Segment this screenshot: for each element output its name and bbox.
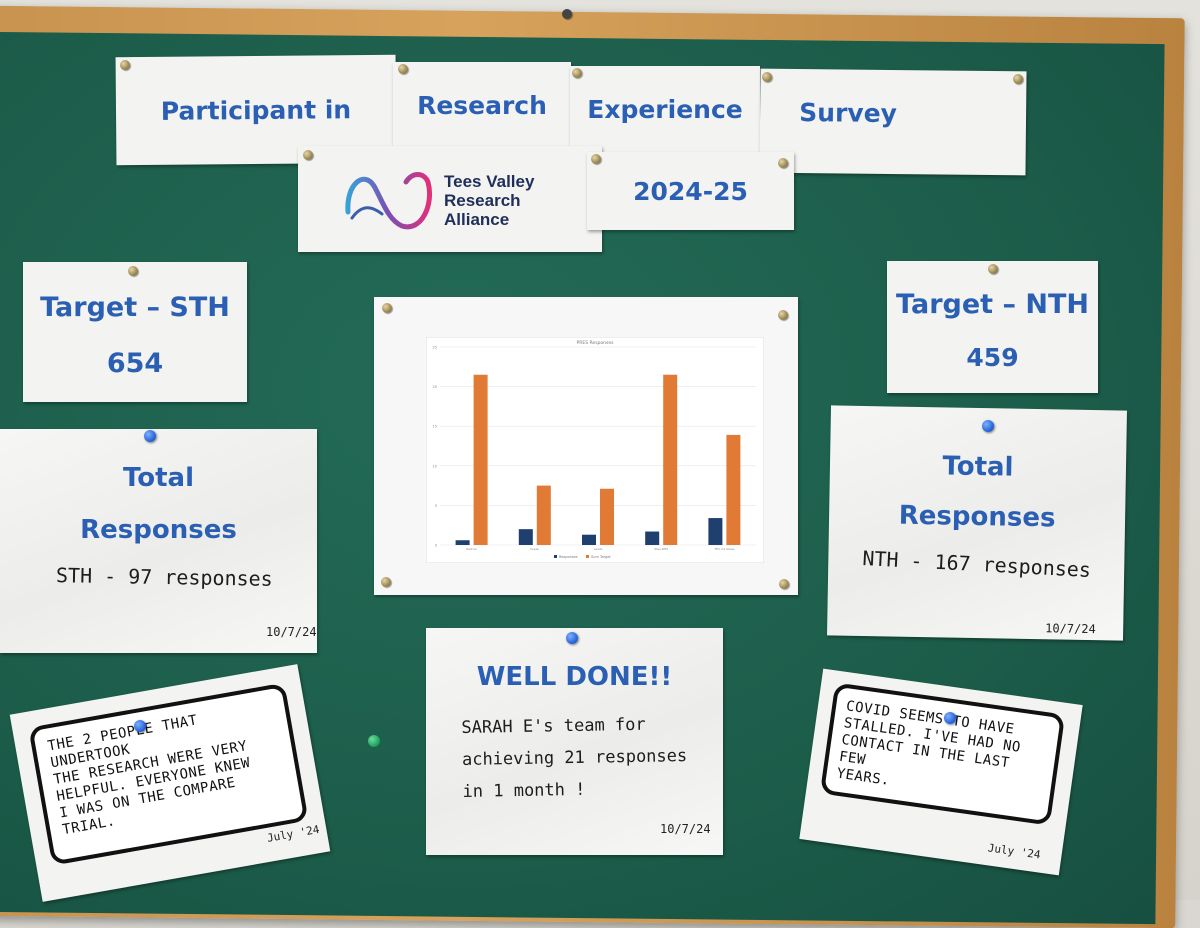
pin	[303, 150, 313, 160]
x-tick-label: Green	[530, 547, 539, 551]
pin	[1013, 74, 1023, 84]
bar-target-1	[536, 485, 551, 545]
logo-line-3: Alliance	[444, 210, 510, 229]
green-pushpin	[368, 735, 380, 747]
total-sth-line2: Responses	[80, 515, 237, 545]
total-nth-card: Total Responses NTH - 167 responses 10/7…	[827, 405, 1127, 641]
target-nth-card: Target – NTH 459	[887, 261, 1098, 393]
pin	[988, 264, 998, 274]
year-text: 2024-25	[633, 176, 748, 206]
total-nth-date: 10/7/24	[1045, 621, 1096, 637]
total-nth-line1: Total	[942, 451, 1014, 483]
title-strip-2: Research	[393, 62, 571, 148]
x-tick-label: TEC 24 Areas	[713, 547, 734, 551]
pin	[779, 579, 789, 589]
bar-responses-0	[455, 540, 470, 545]
pin	[778, 310, 788, 320]
pushpin	[566, 632, 578, 644]
pin	[398, 64, 408, 74]
total-sth-line1: Total	[122, 463, 195, 493]
bar-responses-4	[708, 518, 723, 545]
well-done-line3: in 1 month !	[462, 779, 586, 802]
tees-valley-logo-icon	[345, 172, 432, 230]
target-sth-card: Target – STH 654	[23, 262, 247, 402]
speech-bubble-right: Covid seems to have stalled. I've had no…	[819, 682, 1066, 826]
total-nth-line2: Responses	[898, 500, 1056, 534]
legend-swatch-target	[586, 555, 589, 558]
quote-right-date: July '24	[987, 841, 1042, 862]
pushpin	[134, 720, 146, 732]
well-done-date: 10/7/24	[660, 822, 711, 836]
bar-target-2	[600, 488, 614, 545]
logo-card: Tees Valley Research Alliance	[298, 146, 602, 252]
total-sth-date: 10/7/24	[266, 625, 317, 639]
chart-title: PRES Responses	[577, 340, 615, 346]
target-sth-label: Target – STH	[40, 292, 230, 323]
y-tick-label: 0	[435, 544, 437, 548]
pin	[572, 68, 582, 78]
bar-target-0	[473, 374, 488, 545]
y-tick-label: 10	[433, 464, 437, 468]
title-text-3: Experience	[587, 94, 743, 124]
pushpin	[982, 420, 994, 432]
total-sth-handwritten: STH - 97 responses	[55, 563, 273, 591]
logo-line-1: Tees Valley	[444, 172, 535, 191]
year-card: 2024-25	[587, 152, 794, 230]
title-text-4: Survey	[799, 97, 898, 128]
x-tick-label: Leeds	[594, 547, 603, 551]
pushpin	[144, 430, 156, 442]
chart-legend: Responses Sum Target	[554, 555, 611, 559]
total-nth-handwritten: NTH - 167 responses	[861, 546, 1092, 582]
title-strip-4: Survey	[759, 68, 1027, 176]
pin	[778, 158, 788, 168]
x-tick-label: Redcar	[466, 547, 477, 551]
well-done-line2: achieving 21 responses	[461, 746, 688, 770]
logo-line-2: Research	[444, 191, 521, 210]
x-tick-label: Stay-RHS	[654, 547, 668, 551]
y-tick-label: 20	[433, 385, 437, 389]
y-tick-label: 5	[435, 504, 437, 508]
responses-bar-chart: PRES Responses 25 20 15 10 5 0 Redcar Green Lee…	[426, 337, 764, 563]
title-text-1: Participant in	[160, 94, 352, 126]
well-done-card: WELL DONE!! SARAH E's team for achieving…	[426, 628, 723, 855]
target-nth-label: Target – NTH	[896, 289, 1089, 320]
total-sth-card: Total Responses STH - 97 responses 10/7/…	[0, 429, 317, 653]
y-tick-label: 25	[433, 346, 437, 350]
bar-responses-1	[518, 529, 533, 545]
hanging-hook	[562, 9, 572, 19]
bar-responses-3	[645, 531, 660, 545]
well-done-line1: SARAH E's team for	[461, 714, 646, 738]
y-tick-label: 15	[433, 425, 437, 429]
target-nth-value: 459	[966, 343, 1019, 372]
quote-right-card: Covid seems to have stalled. I've had no…	[799, 668, 1083, 876]
pin	[762, 72, 772, 82]
well-done-title: WELL DONE!!	[476, 662, 673, 692]
legend-label-responses: Responses	[559, 555, 578, 559]
bar-target-4	[726, 434, 741, 545]
pin	[591, 154, 601, 164]
legend-swatch-responses	[554, 555, 557, 558]
bar-responses-2	[582, 534, 596, 545]
bar-target-3	[663, 374, 678, 545]
pushpin	[944, 712, 956, 724]
pin	[381, 577, 391, 587]
pin	[120, 60, 130, 70]
target-sth-value: 654	[106, 348, 164, 379]
pin	[382, 303, 392, 313]
chart-card: PRES Responses 25 20 15 10 5 0 Redcar Green Lee…	[374, 297, 798, 595]
title-text-2: Research	[417, 90, 547, 120]
legend-label-target: Sum Target	[591, 555, 611, 559]
title-strip-3: Experience	[570, 66, 760, 152]
pin	[128, 266, 138, 276]
